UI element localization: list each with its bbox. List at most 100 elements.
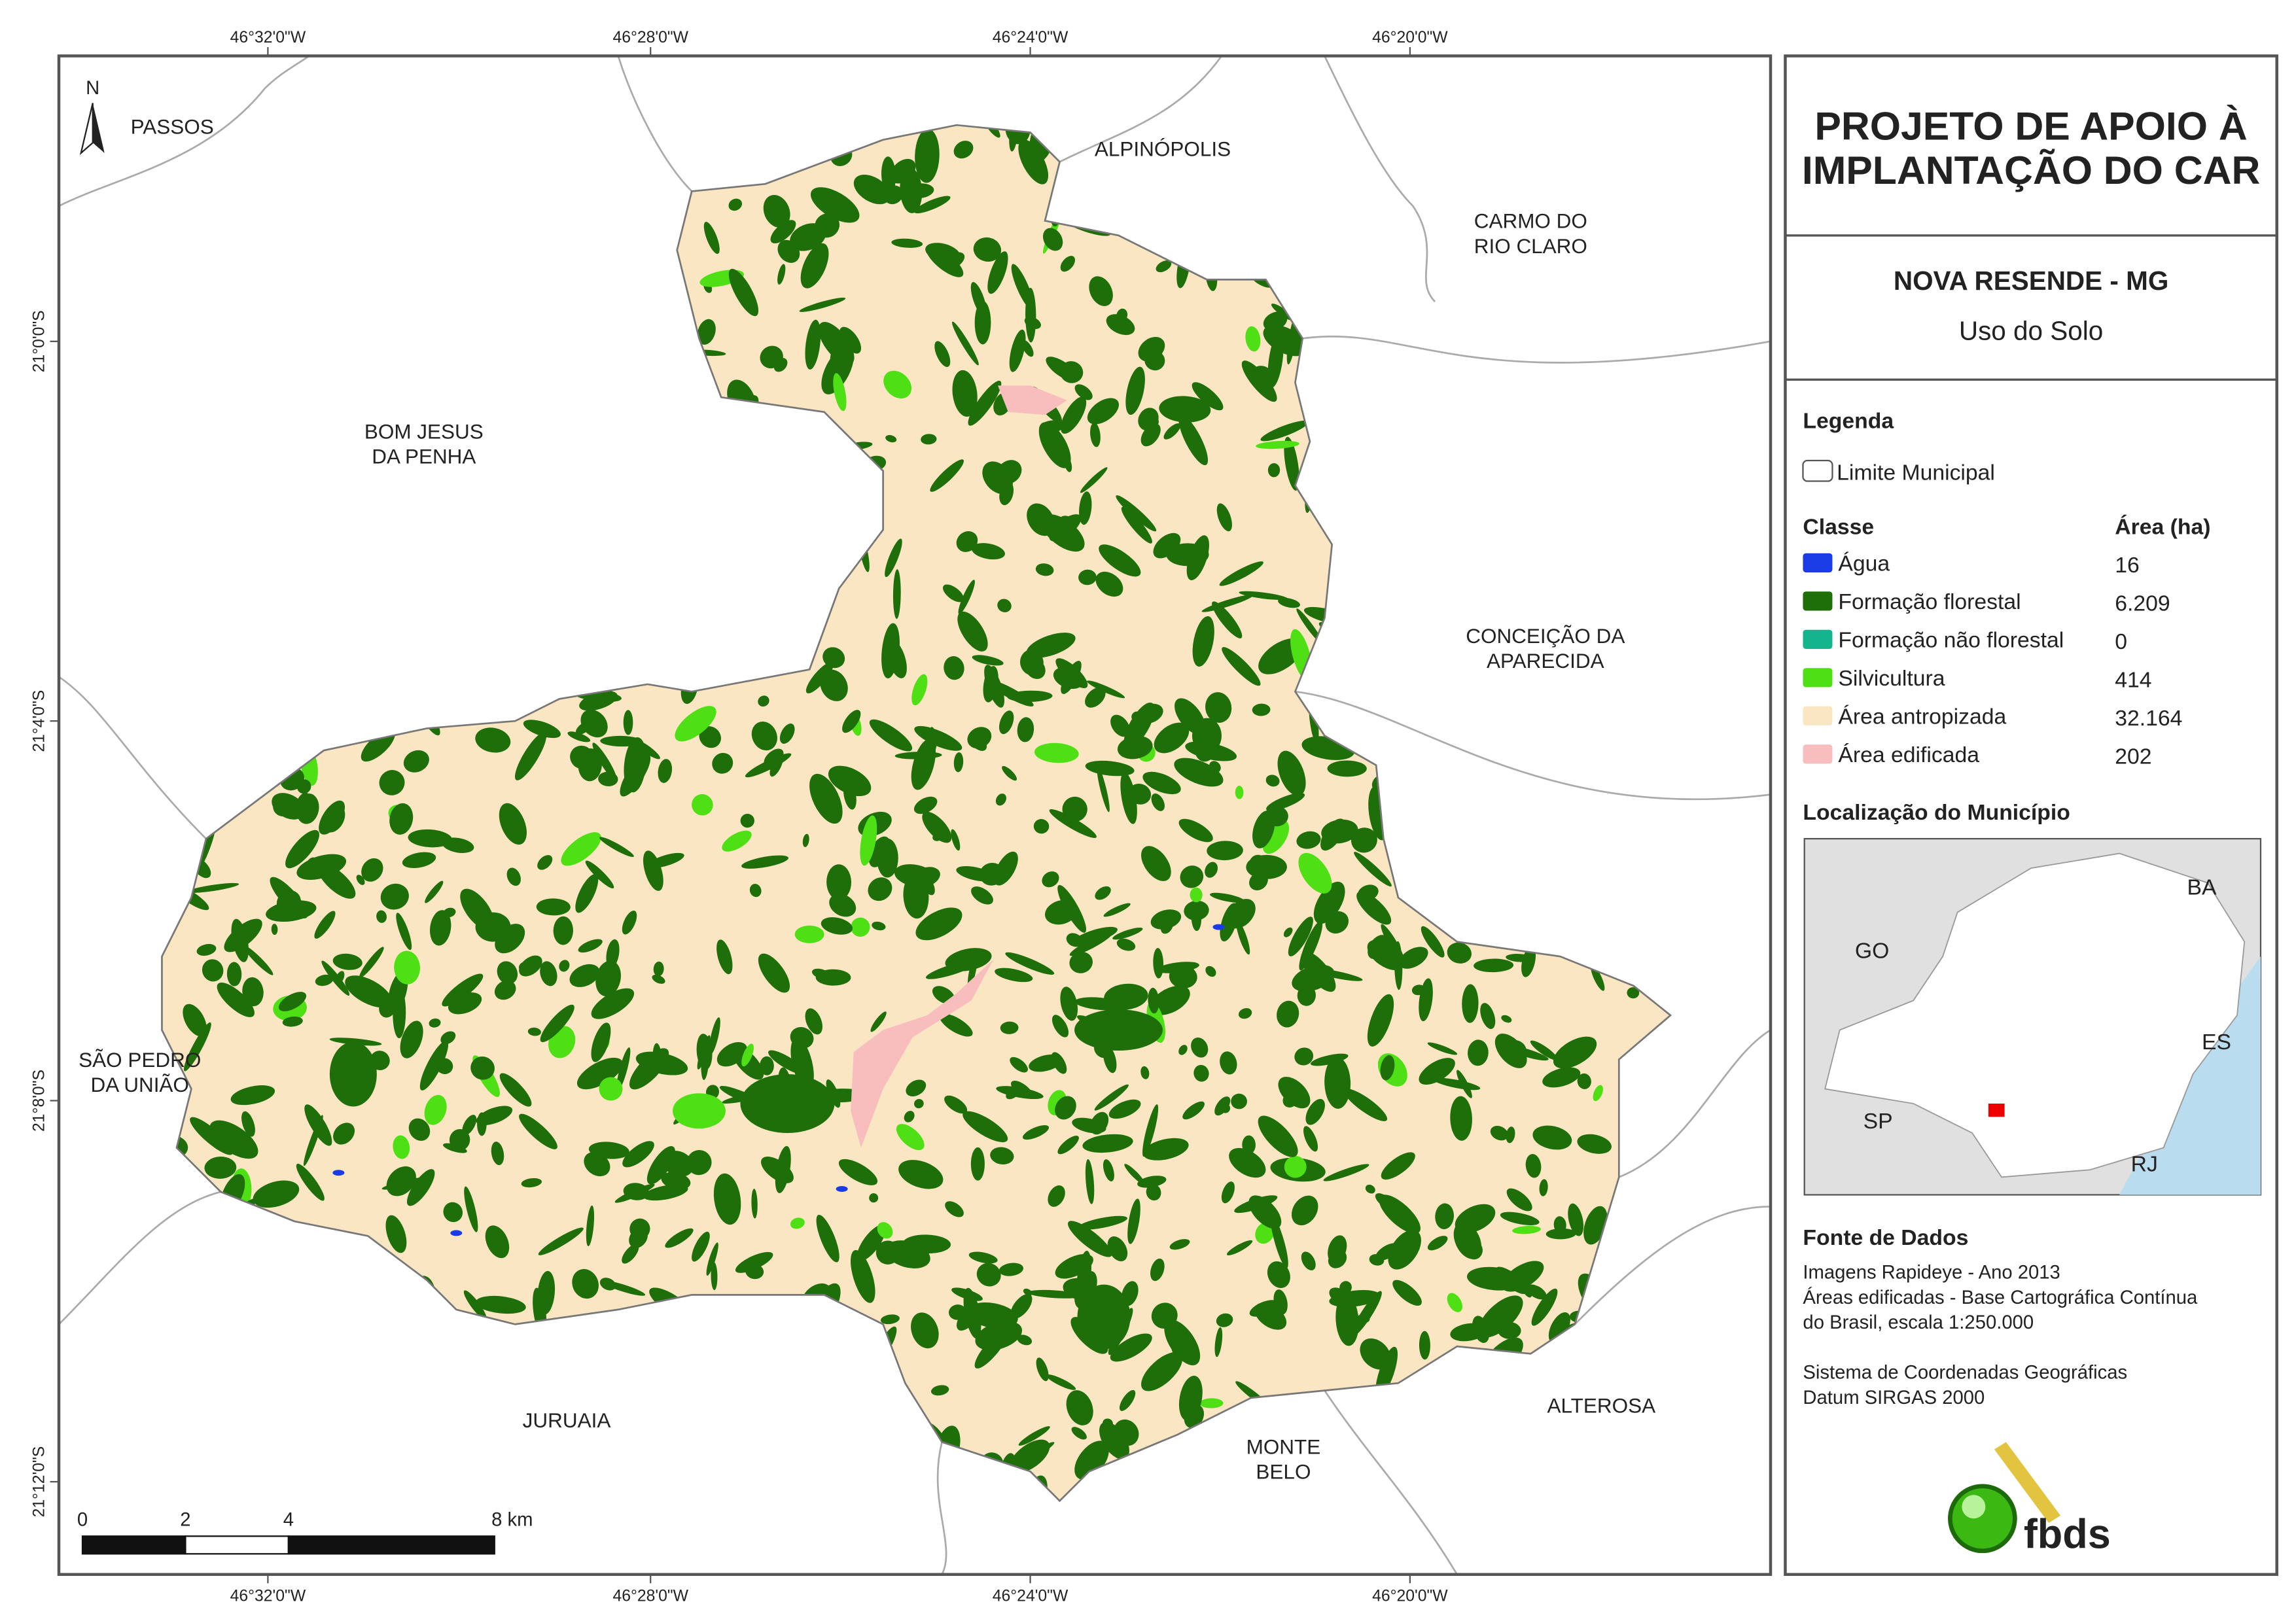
land-patch — [692, 1231, 710, 1262]
coord-label: 46°28'0"W — [612, 29, 688, 46]
land-patch — [1542, 1067, 1581, 1088]
land-patch — [833, 373, 847, 411]
land-patch — [760, 1056, 774, 1075]
land-patch — [1085, 687, 1106, 708]
land-patch — [396, 913, 412, 951]
land-patch — [914, 1099, 924, 1109]
neighbor-name: SÃO PEDRO — [79, 1048, 201, 1072]
land-patch — [1506, 954, 1534, 962]
land-patch — [1419, 978, 1433, 1022]
land-patch — [1310, 1053, 1349, 1066]
land-patch — [799, 297, 846, 312]
land-patch — [802, 833, 809, 847]
scale-label: 4 — [283, 1510, 294, 1531]
land-patch — [885, 435, 897, 443]
land-patch — [1140, 1066, 1150, 1079]
land-patch — [196, 944, 217, 956]
land-patch — [728, 268, 759, 317]
land-patch — [1049, 514, 1082, 542]
land-patch — [1532, 1125, 1572, 1150]
land-patch — [183, 1003, 207, 1037]
land-patch — [1343, 1089, 1388, 1121]
land-patch — [692, 794, 713, 816]
source-line: Imagens Rapideye - Ano 2013 — [1803, 1263, 2060, 1283]
land-patch — [622, 910, 637, 935]
neighbor-name: RIO CLARO — [1474, 234, 1587, 258]
land-patch — [706, 1242, 718, 1276]
land-patch — [1500, 1212, 1540, 1225]
land-patch — [306, 857, 322, 880]
land-patch — [892, 569, 901, 620]
land-patch — [1057, 1136, 1079, 1155]
land-patch — [735, 1251, 773, 1273]
land-patch — [408, 829, 452, 848]
land-patch — [1525, 1154, 1542, 1178]
land-patch — [329, 1038, 382, 1046]
land-patch — [1205, 692, 1232, 723]
land-patch — [1124, 1164, 1145, 1185]
land-patch — [1142, 1138, 1189, 1161]
land-patch — [429, 1018, 441, 1028]
neighbor-name: DA PENHA — [372, 445, 476, 468]
legend-heading: Classe — [1803, 515, 1874, 540]
legend-label: Área antropizada — [1838, 705, 2006, 729]
land-patch — [877, 1222, 893, 1239]
land-patch — [1220, 903, 1239, 942]
land-patch — [857, 1225, 886, 1261]
land-patch — [953, 141, 974, 159]
land-patch — [934, 341, 951, 368]
land-patch — [722, 830, 752, 852]
land-patch — [979, 862, 1004, 886]
land-patch — [1103, 1418, 1113, 1428]
land-patch — [940, 1013, 973, 1037]
land-patch — [567, 731, 591, 742]
land-patch — [1548, 1312, 1570, 1344]
land-patch — [1246, 854, 1287, 879]
land-patch — [1127, 1198, 1140, 1244]
land-patch — [572, 1268, 599, 1299]
land-patch — [1351, 828, 1377, 853]
land-patch — [665, 1228, 694, 1248]
legend-label: Área edificada — [1838, 742, 1979, 767]
land-patch — [1055, 1253, 1093, 1279]
land-patch — [616, 1047, 631, 1091]
land-patch — [1258, 1115, 1298, 1157]
land-patch — [1171, 1340, 1199, 1359]
land-patch — [944, 1095, 968, 1114]
land-patch — [278, 992, 307, 1011]
land-patch — [424, 1094, 447, 1125]
land-patch — [1059, 361, 1084, 383]
forest-patch — [1192, 718, 1222, 754]
silviculture-patch — [672, 1093, 726, 1129]
land-patch — [1506, 1188, 1532, 1212]
land-patch — [1089, 276, 1113, 306]
land-patch — [273, 794, 295, 816]
land-patch — [1480, 1003, 1496, 1030]
land-patch — [1207, 841, 1243, 861]
land-patch — [914, 196, 951, 214]
land-patch — [1137, 1176, 1167, 1188]
land-patch — [838, 1159, 878, 1185]
land-patch — [816, 1214, 839, 1263]
coord-label: 46°28'0"W — [612, 1587, 688, 1605]
land-patch — [686, 1149, 712, 1176]
land-patch — [403, 750, 429, 773]
land-patch — [576, 1057, 623, 1090]
land-patch — [843, 780, 857, 810]
land-patch — [253, 1180, 300, 1208]
land-patch — [872, 921, 886, 931]
land-patch — [984, 665, 1004, 708]
land-patch — [1226, 1240, 1253, 1256]
land-patch — [1039, 420, 1064, 434]
land-patch — [1368, 935, 1389, 960]
land-patch — [1245, 326, 1261, 352]
land-patch — [1229, 1147, 1266, 1178]
land-patch — [271, 924, 278, 935]
state-label: ES — [2202, 1030, 2231, 1055]
land-patch — [1256, 440, 1299, 449]
coord-label: 21°12'0"S — [31, 1446, 48, 1518]
land-patch — [944, 656, 964, 680]
land-patch — [1071, 1427, 1087, 1440]
land-patch — [419, 1040, 449, 1091]
land-patch — [653, 961, 664, 977]
